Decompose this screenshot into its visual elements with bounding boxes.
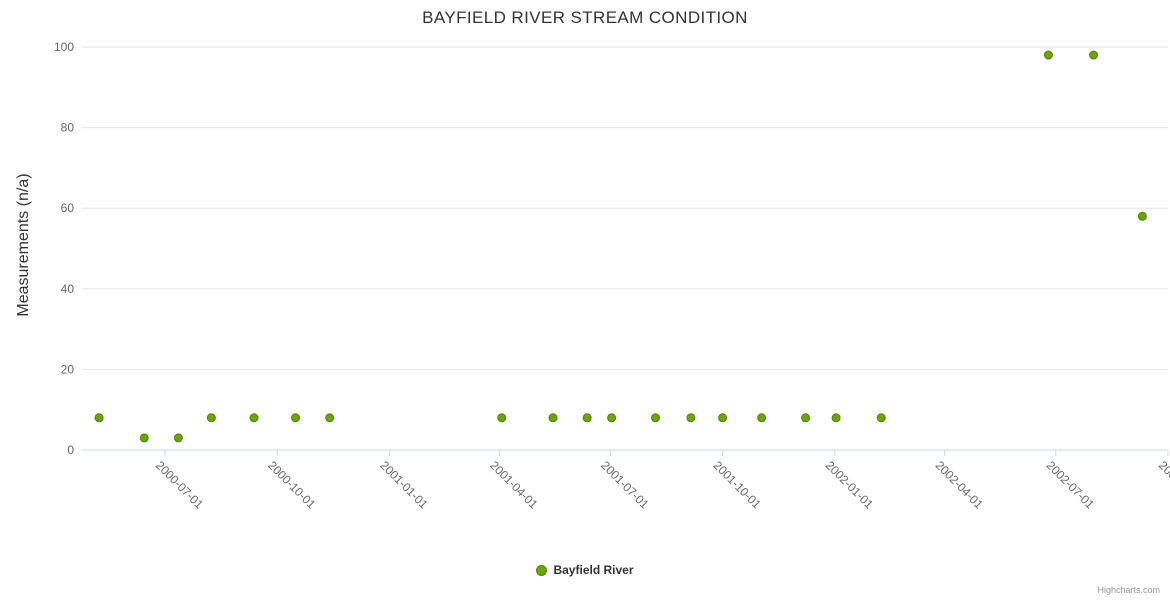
chart-title: BAYFIELD RIVER STREAM CONDITION: [422, 8, 748, 27]
data-point[interactable]: [582, 413, 592, 423]
y-axis-label: 100: [54, 40, 74, 54]
data-point[interactable]: [139, 433, 149, 443]
data-point[interactable]: [1089, 50, 1099, 60]
data-point[interactable]: [718, 413, 728, 423]
x-axis-label: 2001-07-01: [598, 458, 652, 512]
data-point[interactable]: [1043, 50, 1053, 60]
data-point[interactable]: [291, 413, 301, 423]
y-axis-label: 40: [61, 282, 75, 296]
x-axis-label: 2002-04-01: [933, 458, 987, 512]
x-axis-label: 2001-04-01: [487, 458, 541, 512]
data-point[interactable]: [548, 413, 558, 423]
data-point[interactable]: [757, 413, 767, 423]
x-axis-label: 2002-07-01: [1044, 458, 1098, 512]
x-axis-label: 2001-10-01: [710, 458, 764, 512]
data-point[interactable]: [651, 413, 661, 423]
data-point[interactable]: [831, 413, 841, 423]
legend-item-bayfield-river[interactable]: Bayfield River: [0, 563, 1170, 577]
data-point[interactable]: [607, 413, 617, 423]
data-point[interactable]: [686, 413, 696, 423]
data-point[interactable]: [497, 413, 507, 423]
data-point[interactable]: [325, 413, 335, 423]
y-axis-label: 60: [61, 201, 75, 215]
x-axis-label: 2001-01-01: [377, 458, 431, 512]
y-axis-label: 0: [67, 443, 74, 457]
x-axis-label: 2000-10-01: [265, 458, 319, 512]
y-axis-label: 80: [61, 121, 75, 135]
y-axis-label: 20: [61, 362, 75, 376]
highcharts-credits[interactable]: Highcharts.com: [1097, 585, 1160, 595]
x-axis-label: 2002-01-01: [823, 458, 877, 512]
y-axis-title: Measurements (n/a): [15, 173, 32, 317]
data-point[interactable]: [173, 433, 183, 443]
legend-label: Bayfield River: [553, 563, 634, 577]
data-point[interactable]: [206, 413, 216, 423]
legend-marker-icon: [536, 564, 548, 576]
data-point[interactable]: [1137, 211, 1147, 221]
x-axis-label: 2000-07-01: [153, 458, 207, 512]
data-point[interactable]: [249, 413, 259, 423]
data-point[interactable]: [94, 413, 104, 423]
data-point[interactable]: [801, 413, 811, 423]
data-point[interactable]: [876, 413, 886, 423]
x-axis-label: 2002-10-01: [1156, 458, 1170, 512]
